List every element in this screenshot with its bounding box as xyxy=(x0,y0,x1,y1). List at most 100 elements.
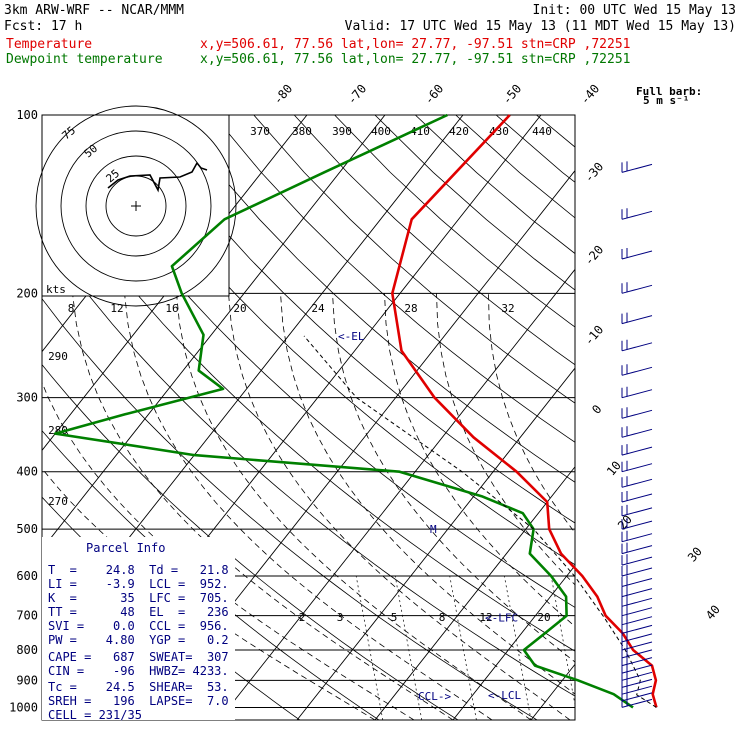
mixing-ratio-line xyxy=(449,575,477,720)
wind-barb xyxy=(621,585,653,598)
parcel-info-box: Parcel Info T = 24.8 Td = 21.8 LI = -3.9… xyxy=(42,537,235,722)
pressure-tick-label: 800 xyxy=(16,643,38,657)
dry-adiabat-line xyxy=(42,231,575,697)
wind-barb xyxy=(621,426,653,438)
dry-adiabat-line xyxy=(213,115,575,443)
isotherm-label: -20 xyxy=(582,243,607,269)
dry-adiabat-line xyxy=(42,164,575,652)
speed-label: 24 xyxy=(311,302,325,315)
wind-barb xyxy=(621,696,653,708)
dry-adiabat-line xyxy=(577,115,740,720)
level-marker: <-LCL xyxy=(488,689,521,702)
dry-adiabat-line xyxy=(132,115,575,524)
moist-adiabat-line xyxy=(176,293,532,720)
wind-barb xyxy=(621,595,653,607)
mixing-ratio-label: 8 xyxy=(439,611,446,624)
moist-adiabat-line xyxy=(42,467,376,720)
pressure-tick-label: 900 xyxy=(16,673,38,687)
pressure-tick-label: 100 xyxy=(16,108,38,122)
isotherm-label: -80 xyxy=(271,82,296,108)
wind-barb xyxy=(621,504,653,517)
wind-barb xyxy=(621,386,653,399)
isotherm-line xyxy=(374,466,575,720)
speed-label: 12 xyxy=(110,302,123,315)
dry-adiabat-line xyxy=(334,115,575,328)
parcel-info-row: T = 24.8 Td = 21.8 xyxy=(48,563,229,577)
parcel-info-row: Tc = 24.5 SHEAR= 53. xyxy=(48,680,229,694)
mixing-ratio-line xyxy=(355,575,384,720)
moist-adiabat-line xyxy=(280,293,575,695)
init-time: Init: 00 UTC Wed 15 May 13 xyxy=(533,3,737,18)
pressure-tick-label: 200 xyxy=(16,286,38,300)
isotherm-line xyxy=(687,115,740,720)
dry-adiabat-line xyxy=(415,115,575,255)
wind-barb xyxy=(621,565,653,577)
moist-adiabat-line xyxy=(436,293,575,586)
isotherm-line xyxy=(609,115,740,720)
moist-adiabat-line xyxy=(384,293,575,627)
theta-label: 420 xyxy=(449,125,469,138)
speed-label: 16 xyxy=(165,302,178,315)
dry-adiabat-line xyxy=(51,115,575,608)
wind-barb xyxy=(621,491,653,503)
isotherm-label: -10 xyxy=(582,323,607,349)
forecast-hour: Fcst: 17 h xyxy=(4,19,82,34)
dewpoint-legend-label: Dewpoint temperature xyxy=(6,52,163,67)
mixing-ratio-label: 5 xyxy=(391,611,398,624)
wind-barb xyxy=(621,248,653,260)
hodograph-ring xyxy=(85,155,187,257)
parcel-info-row: LI = -3.9 LCL = 952. xyxy=(48,577,229,591)
hodograph-kts-label: kts xyxy=(46,283,66,296)
speed-label: 32 xyxy=(501,302,514,315)
valid-time: Valid: 17 UTC Wed 15 May 13 (11 MDT Wed … xyxy=(345,19,736,34)
pressure-tick-label: 600 xyxy=(16,569,38,583)
dry-adiabat-line xyxy=(658,115,740,720)
theta-label: 270 xyxy=(48,495,68,508)
background-grid xyxy=(41,114,740,721)
level-marker: <-EL xyxy=(338,330,365,343)
temperature-trace xyxy=(390,114,658,708)
theta-label: 440 xyxy=(532,125,552,138)
wind-barb xyxy=(621,339,653,352)
dry-adiabat-line xyxy=(91,115,575,566)
wind-barb xyxy=(621,282,653,294)
isotherm-line xyxy=(42,115,386,550)
mixing-ratio-line xyxy=(550,575,575,707)
dry-adiabat-line xyxy=(293,115,575,366)
barb-legend-label: Full barb: xyxy=(636,85,702,98)
theta-label: 430 xyxy=(489,125,509,138)
wind-barb xyxy=(621,407,653,419)
isotherm-label: -40 xyxy=(578,82,603,108)
barb-legend-unit: 5 m s⁻¹ xyxy=(643,94,689,107)
isotherm-label: 30 xyxy=(685,544,705,564)
isotherm-line xyxy=(452,564,575,720)
wind-barbs xyxy=(621,161,653,708)
temperature-legend-label: Temperature xyxy=(6,37,92,52)
mixing-ratio-label: 20 xyxy=(537,611,550,624)
isotherm-line xyxy=(530,663,575,720)
hodograph-ring xyxy=(60,130,212,282)
theta-label: 370 xyxy=(250,125,270,138)
dry-adiabat-line xyxy=(42,364,459,720)
parcel-info-row: SREH = 196 LAPSE= 7.0 xyxy=(48,694,229,708)
isotherm-label: 10 xyxy=(604,458,624,478)
wind-barb xyxy=(621,542,653,555)
wind-barb xyxy=(621,312,653,325)
wind-barb xyxy=(621,575,653,587)
mixing-ratio-label: 3 xyxy=(337,611,344,624)
moist-adiabat-line xyxy=(228,293,571,720)
theta-label: 380 xyxy=(292,125,312,138)
theta-label: 410 xyxy=(410,125,430,138)
parcel-info-row: TT = 48 EL = 236 xyxy=(48,605,229,619)
grid-clip-group xyxy=(42,115,740,720)
isotherm-label: -70 xyxy=(345,82,370,108)
moist-adiabat-line xyxy=(488,293,575,534)
parcel-info-row: CELL = 231/35 xyxy=(48,708,142,722)
pressure-tick-label: 400 xyxy=(16,465,38,479)
dry-adiabat-line xyxy=(42,298,538,720)
speed-label: 28 xyxy=(404,302,417,315)
dewpoint-trace xyxy=(53,113,634,709)
level-marker: <-LFC xyxy=(485,612,518,625)
parcel-info-row: SVI = 0.0 CCL = 956. xyxy=(48,619,229,633)
